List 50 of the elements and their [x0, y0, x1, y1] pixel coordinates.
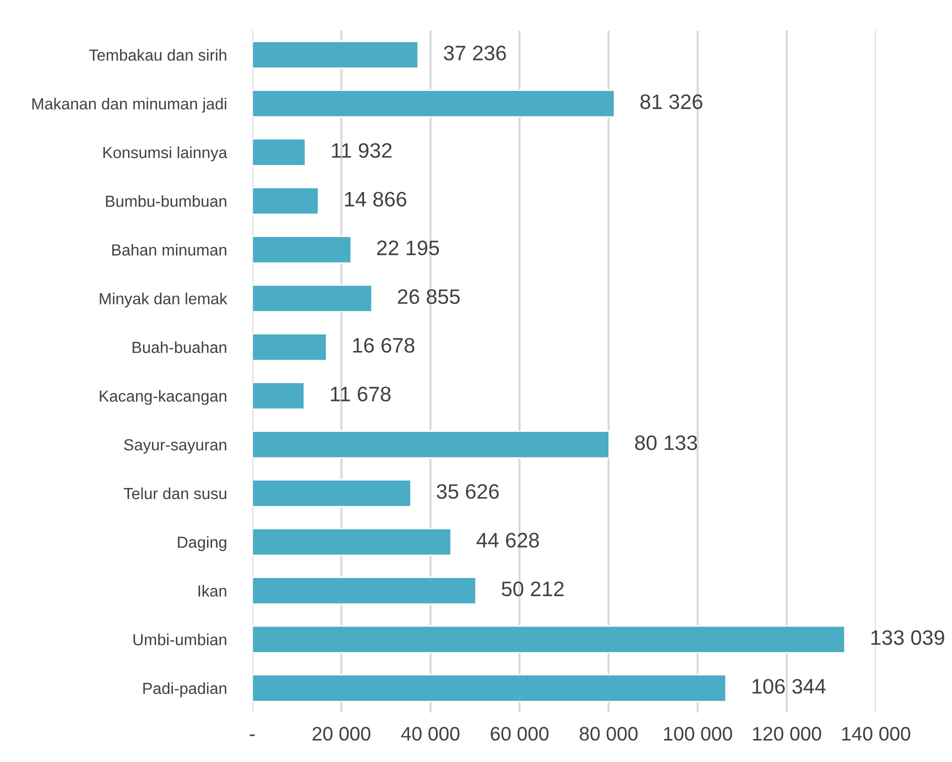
data-label: 37 236 [444, 46, 506, 60]
bar [252, 284, 373, 312]
y-tick-label: Ikan [198, 584, 226, 597]
data-label: 11 678 [330, 386, 391, 402]
data-label: 22 195 [377, 240, 439, 256]
y-tick-label: Sayur-sayuran [124, 439, 226, 454]
x-tick-label: - [250, 734, 255, 736]
x-tick-label: 80 000 [580, 726, 638, 741]
y-tick-label: Kacang-kacangan [100, 390, 226, 405]
bar [252, 528, 452, 556]
bar [252, 186, 320, 216]
bar [252, 89, 616, 118]
y-tick-label: Umbi-umbian [134, 634, 226, 646]
x-tick-label: 140 000 [842, 726, 910, 741]
data-label: 35 626 [436, 484, 499, 499]
data-label: 50 212 [502, 582, 564, 596]
x-tick-label: 120 000 [753, 726, 822, 741]
y-tick-label: Minyak dan lemak [100, 292, 228, 308]
bar [252, 333, 328, 362]
y-tick-label: Tembakau dan sirih [89, 49, 226, 61]
data-label: 11 932 [332, 143, 392, 158]
y-tick-label: Telur dan susu [124, 487, 226, 500]
data-label: 14 866 [345, 192, 406, 207]
bar [252, 236, 352, 264]
data-label: 80 133 [635, 435, 697, 450]
data-label: 81 326 [640, 94, 702, 110]
bar [252, 479, 412, 508]
y-tick-label: Padi-padian [143, 682, 226, 698]
bar [252, 138, 306, 166]
bar [252, 382, 305, 410]
y-tick-label: Konsumsi lainnya [103, 146, 228, 162]
y-tick-label: Bahan minuman [112, 244, 226, 256]
data-label: 133 039 [871, 630, 944, 645]
bar [252, 430, 610, 459]
x-tick-label: 40 000 [401, 726, 460, 741]
bar [252, 40, 419, 69]
data-label: 44 628 [476, 532, 539, 548]
y-tick-label: Bumbu-bumbuan [106, 195, 226, 207]
x-tick-label: 20 000 [312, 726, 370, 741]
x-tick-label: 60 000 [490, 726, 548, 741]
bar [252, 625, 846, 654]
y-tick-label: Makanan dan minuman jadi [32, 98, 226, 113]
data-label: 106 344 [752, 678, 826, 694]
bar [252, 674, 727, 702]
x-tick-label: 100 000 [664, 726, 732, 741]
data-label: 16 678 [353, 338, 414, 353]
data-label: 26 855 [398, 289, 460, 304]
y-tick-label: Daging [178, 536, 226, 552]
y-tick-label: Buah-buahan [132, 341, 226, 354]
bar [252, 576, 477, 605]
